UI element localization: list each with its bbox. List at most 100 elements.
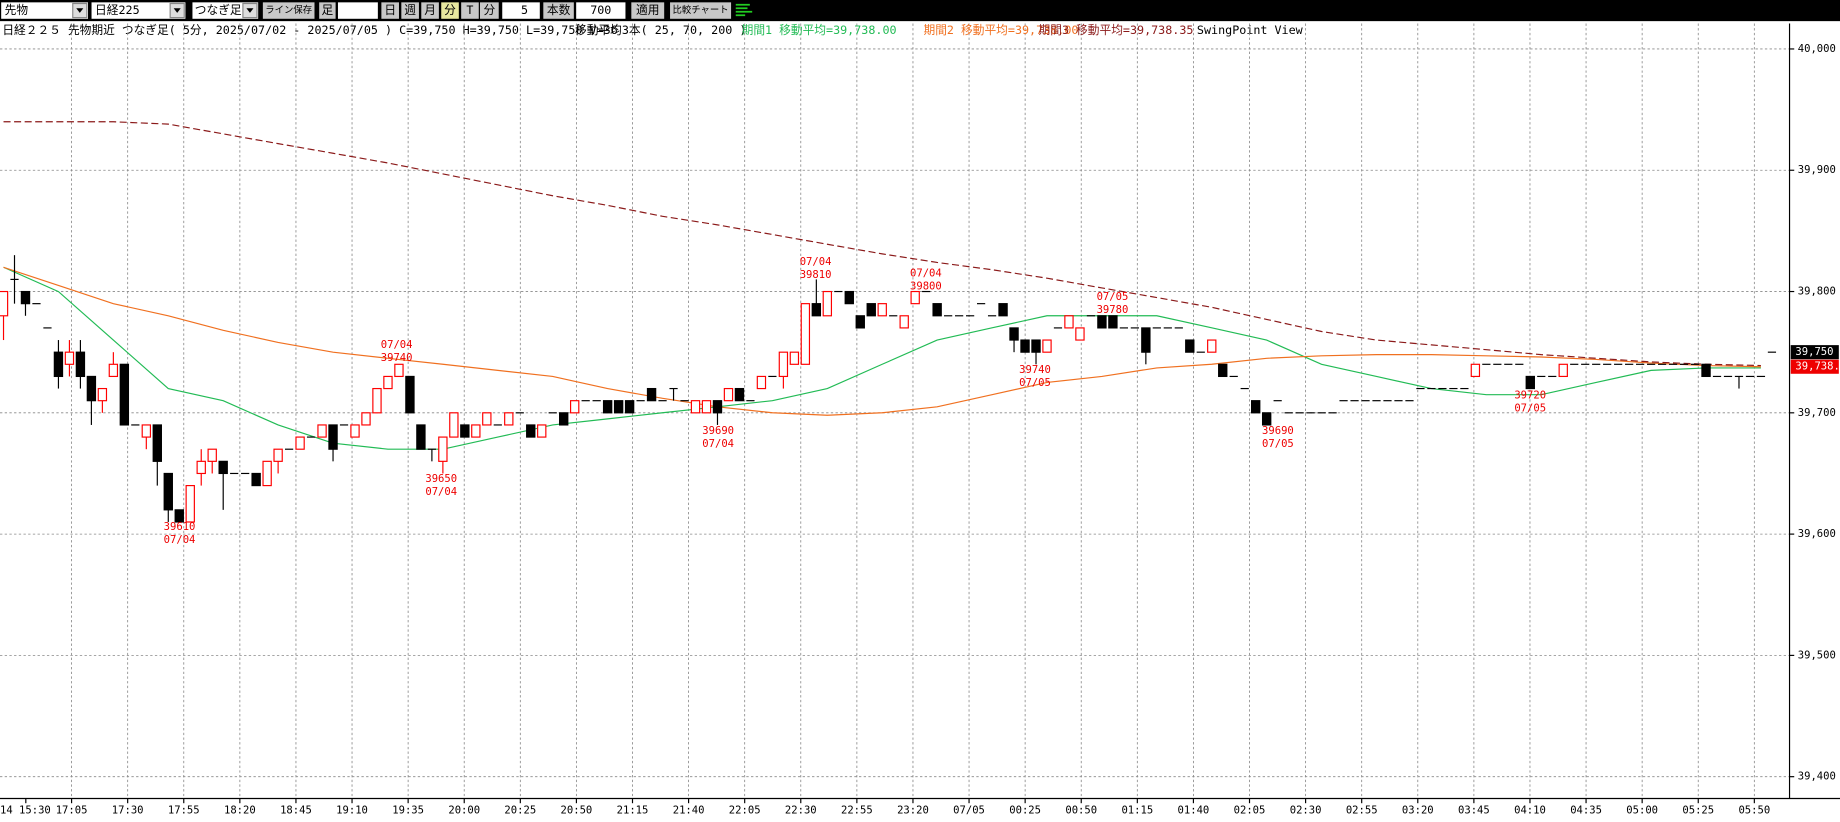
symbol-select[interactable] xyxy=(91,2,186,19)
compare-label: 比較チャート xyxy=(672,4,728,16)
period-label: 日 xyxy=(384,3,396,17)
period-button[interactable] xyxy=(461,2,479,19)
candle-body xyxy=(86,375,97,402)
legend-entry: 期間3 移動平均=39,738.35 xyxy=(1039,23,1194,37)
candle-body xyxy=(1525,375,1535,390)
arrow-icon xyxy=(246,8,254,13)
period-button[interactable] xyxy=(421,2,439,19)
candle-body xyxy=(569,400,580,414)
candle-body xyxy=(405,375,415,414)
swing-price: 39690 xyxy=(702,425,734,437)
x-tick-label: 03:20 xyxy=(1402,804,1434,816)
x-tick-label: 04:10 xyxy=(1514,804,1546,816)
swing-price: 39800 xyxy=(910,281,942,293)
ma-last-label: 39,738. xyxy=(1795,361,1839,373)
candle-body xyxy=(690,400,701,414)
x-tick-label: 20:00 xyxy=(448,804,480,816)
candle-body xyxy=(185,485,195,523)
x-tick-label: 21:15 xyxy=(617,804,649,816)
candle-body xyxy=(1064,315,1074,329)
candle-body xyxy=(152,424,162,462)
swing-price: 39610 xyxy=(164,521,196,533)
candle-body xyxy=(1250,400,1261,414)
count-label: 本数 xyxy=(547,3,571,17)
market-select[interactable] xyxy=(1,2,89,19)
candle-body xyxy=(1097,315,1107,329)
moving-average xyxy=(3,121,1761,367)
period-label: 月 xyxy=(424,3,436,17)
candle-body xyxy=(811,303,822,317)
candle-body xyxy=(998,303,1008,317)
candle-body xyxy=(789,351,800,365)
swing-date: 07/04 xyxy=(425,486,457,498)
period-button[interactable] xyxy=(381,2,399,19)
candle-body xyxy=(800,303,811,365)
candle-body xyxy=(460,424,470,438)
x-tick-label: 05:50 xyxy=(1738,804,1770,816)
candle-body xyxy=(372,387,382,414)
candle-body xyxy=(295,436,305,450)
save-button[interactable] xyxy=(262,2,315,19)
candle-body xyxy=(273,448,283,462)
last-price-tag xyxy=(1790,345,1839,360)
candle-body xyxy=(899,315,909,329)
ashi-input[interactable] xyxy=(337,2,378,19)
candle-body xyxy=(53,351,64,378)
period-button[interactable] xyxy=(441,2,459,19)
candle-body xyxy=(723,387,734,402)
apply-button[interactable] xyxy=(631,2,665,19)
mode-select[interactable] xyxy=(192,2,259,19)
ashi-label: 足 xyxy=(322,3,334,17)
candle-body xyxy=(416,424,426,450)
x-tick-label: 14 15:30 xyxy=(0,804,51,816)
x-tick-label: 03:45 xyxy=(1458,804,1490,816)
swing-price: 39810 xyxy=(800,269,832,281)
candle-body xyxy=(559,412,569,426)
candle-body xyxy=(251,472,261,487)
candle-body xyxy=(174,509,184,523)
candle-body xyxy=(383,375,393,390)
legend-entry: 期間2 移動平均=39,738.00 xyxy=(924,23,1079,37)
x-tick-label: 22:55 xyxy=(841,804,873,816)
candle-body xyxy=(141,424,152,438)
candle-body xyxy=(602,400,613,414)
candle-body xyxy=(262,460,272,487)
toolbar: 先物 日経225 つなぎ足 ライン保存 足 分 5 本数 700 適用 比較チャ… xyxy=(0,0,1840,22)
x-tick-label: 17:05 xyxy=(56,804,88,816)
candle-body xyxy=(778,351,789,378)
compare-button[interactable] xyxy=(670,2,732,19)
x-tick-label: 22:05 xyxy=(729,804,761,816)
candle-body xyxy=(910,290,920,305)
swing-price: 39780 xyxy=(1097,304,1129,316)
candle-body xyxy=(877,303,887,317)
candle-body xyxy=(0,290,9,317)
arrow-icon xyxy=(76,8,84,13)
count-value: 700 xyxy=(590,3,611,17)
x-tick-label: 02:55 xyxy=(1346,804,1378,816)
candle-body xyxy=(1218,363,1228,378)
period-button[interactable] xyxy=(401,2,419,19)
candle-body xyxy=(1009,327,1019,341)
count-input[interactable] xyxy=(576,2,626,19)
candle-body xyxy=(482,412,492,426)
candle-body xyxy=(471,424,481,438)
mode-label: つなぎ足 xyxy=(195,3,242,17)
candle-body xyxy=(866,303,876,317)
chart-icon[interactable] xyxy=(735,3,753,17)
spacer xyxy=(539,2,541,4)
x-tick-label: 20:25 xyxy=(504,804,536,816)
candle-body xyxy=(394,363,404,378)
candle-body xyxy=(1031,339,1041,353)
candle-body xyxy=(932,303,942,317)
market-label: 先物 xyxy=(5,3,29,17)
candle-body xyxy=(196,460,206,475)
interval-value: 5 xyxy=(521,3,528,17)
candle-body xyxy=(537,424,547,438)
interval-input[interactable] xyxy=(502,2,540,19)
moving-average xyxy=(3,266,1761,416)
candle-body xyxy=(1261,412,1272,426)
candle-body xyxy=(701,400,712,414)
candle-body xyxy=(350,424,360,438)
y-tick-label: 39,900 xyxy=(1798,164,1836,176)
candle-body xyxy=(855,315,865,329)
